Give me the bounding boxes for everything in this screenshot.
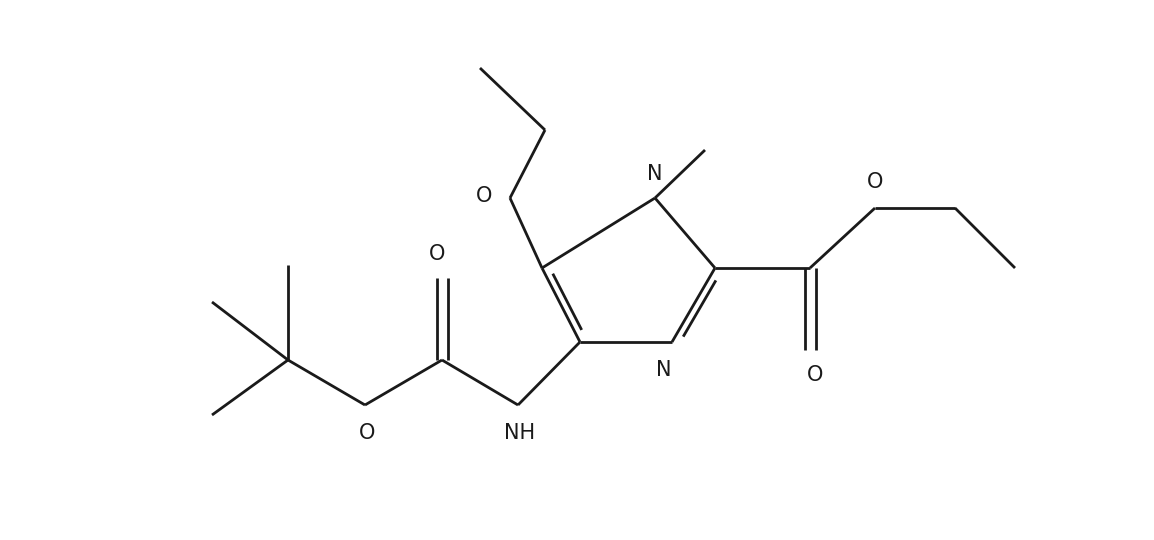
Text: O: O xyxy=(429,244,445,264)
Text: O: O xyxy=(475,186,492,206)
Text: O: O xyxy=(359,423,375,443)
Text: N: N xyxy=(647,164,662,184)
Text: O: O xyxy=(807,365,823,385)
Text: NH: NH xyxy=(504,423,535,443)
Text: N: N xyxy=(657,360,672,380)
Text: O: O xyxy=(867,172,883,192)
